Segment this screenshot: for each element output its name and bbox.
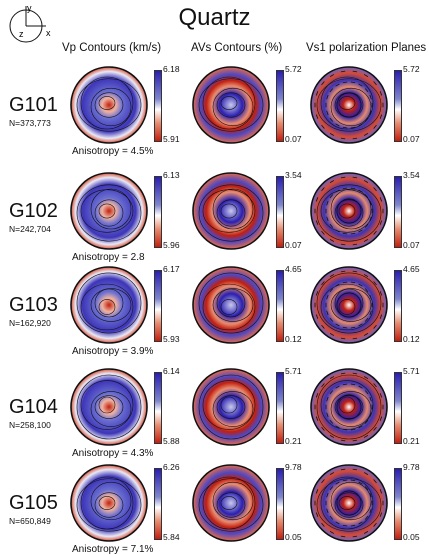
vs1-stereonet-g101	[308, 64, 390, 146]
vs1-colorbar	[394, 372, 402, 444]
avs-stereonet-g101	[190, 64, 272, 146]
sample-row-g104: G104 N=258,100 6.14 5.88 5.71 0.21 5.71 0.21 Ani…	[0, 360, 429, 459]
vs1-min-label: 0.12	[403, 334, 420, 344]
sample-row-g103: G103 N=162,920 6.17 5.93 4.65 0.12 4.65 0.12 Ani…	[0, 258, 429, 357]
anisotropy-label: Anisotropy = 2.8	[72, 252, 145, 263]
vp-colorbar	[154, 270, 162, 342]
vp-min-label: 5.84	[163, 532, 180, 542]
axis-y-label: y	[27, 3, 32, 13]
avs-colorbar	[276, 176, 284, 248]
avs-column-heading: AVs Contours (%)	[191, 42, 283, 54]
sample-name: G101	[9, 94, 58, 116]
sample-name: G102	[9, 200, 58, 222]
avs-min-label: 0.07	[285, 240, 302, 250]
sample-count: N=650,849	[9, 516, 51, 526]
vp-min-label: 5.91	[163, 134, 180, 144]
anisotropy-label: Anisotropy = 4.5%	[72, 146, 154, 157]
avs-colorbar	[276, 468, 284, 540]
avs-colorbar	[276, 70, 284, 142]
vp-colorbar	[154, 70, 162, 142]
avs-max-label: 5.72	[285, 64, 302, 74]
vs1-min-label: 0.05	[403, 532, 420, 542]
vp-stereonet-g102	[68, 170, 150, 252]
sample-name: G104	[9, 396, 58, 418]
sample-row-g101: G101 N=373,773 6.18 5.91 5.72 0.07 5.72 0.07 Ani…	[0, 58, 429, 157]
vs1-max-label: 5.72	[403, 64, 420, 74]
vs1-colorbar	[394, 468, 402, 540]
vs1-min-label: 0.21	[403, 436, 420, 446]
vp-max-label: 6.18	[163, 64, 180, 74]
vp-min-label: 5.93	[163, 334, 180, 344]
avs-min-label: 0.12	[285, 334, 302, 344]
reference-frame-icon: y z x	[9, 3, 51, 43]
axis-x-label: x	[46, 28, 51, 38]
vs1-max-label: 5.71	[403, 366, 420, 376]
avs-min-label: 0.05	[285, 532, 302, 542]
vs1-stereonet-g103	[308, 264, 390, 346]
vs1-stereonet-g102	[308, 170, 390, 252]
figure-title: Quartz	[178, 4, 251, 31]
avs-max-label: 9.78	[285, 462, 302, 472]
sample-name: G105	[9, 492, 58, 514]
avs-colorbar	[276, 372, 284, 444]
vp-min-label: 5.88	[163, 436, 180, 446]
vp-colorbar	[154, 176, 162, 248]
sample-count: N=242,704	[9, 224, 51, 234]
vs1-colorbar	[394, 176, 402, 248]
avs-max-label: 3.54	[285, 170, 302, 180]
vp-max-label: 6.13	[163, 170, 180, 180]
avs-max-label: 4.65	[285, 264, 302, 274]
vs1-column-heading: Vs1 polarization Planes	[306, 42, 427, 54]
vs1-colorbar	[394, 70, 402, 142]
vs1-min-label: 0.07	[403, 134, 420, 144]
sample-row-g105: G105 N=650,849 6.26 5.84 9.78 0.05 9.78 0.05 Ani…	[0, 456, 429, 555]
anisotropy-label: Anisotropy = 3.9%	[72, 346, 154, 357]
sample-name: G103	[9, 294, 58, 316]
vs1-max-label: 4.65	[403, 264, 420, 274]
vs1-stereonet-g105	[308, 462, 390, 544]
vp-colorbar	[154, 372, 162, 444]
sample-count: N=373,773	[9, 118, 51, 128]
vs1-min-label: 0.07	[403, 240, 420, 250]
avs-min-label: 0.21	[285, 436, 302, 446]
vs1-max-label: 3.54	[403, 170, 420, 180]
sample-count: N=258,100	[9, 420, 51, 430]
vs1-stereonet-g104	[308, 366, 390, 448]
vp-stereonet-g103	[68, 264, 150, 346]
vp-max-label: 6.14	[163, 366, 180, 376]
avs-stereonet-g103	[190, 264, 272, 346]
avs-min-label: 0.07	[285, 134, 302, 144]
vs1-max-label: 9.78	[403, 462, 420, 472]
avs-stereonet-g105	[190, 462, 272, 544]
vp-min-label: 5.96	[163, 240, 180, 250]
vp-max-label: 6.26	[163, 462, 180, 472]
sample-count: N=162,920	[9, 318, 51, 328]
anisotropy-label: Anisotropy = 4.3%	[72, 448, 154, 459]
vp-stereonet-g101	[68, 64, 150, 146]
vs1-colorbar	[394, 270, 402, 342]
vp-max-label: 6.17	[163, 264, 180, 274]
axis-z-label: z	[19, 29, 24, 39]
avs-colorbar	[276, 270, 284, 342]
vp-column-heading: Vp Contours (km/s)	[62, 42, 162, 54]
avs-max-label: 5.71	[285, 366, 302, 376]
vp-stereonet-g104	[68, 366, 150, 448]
avs-stereonet-g102	[190, 170, 272, 252]
avs-stereonet-g104	[190, 366, 272, 448]
sample-row-g102: G102 N=242,704 6.13 5.96 3.54 0.07 3.54 0.07 Ani…	[0, 164, 429, 263]
vp-stereonet-g105	[68, 462, 150, 544]
vp-colorbar	[154, 468, 162, 540]
